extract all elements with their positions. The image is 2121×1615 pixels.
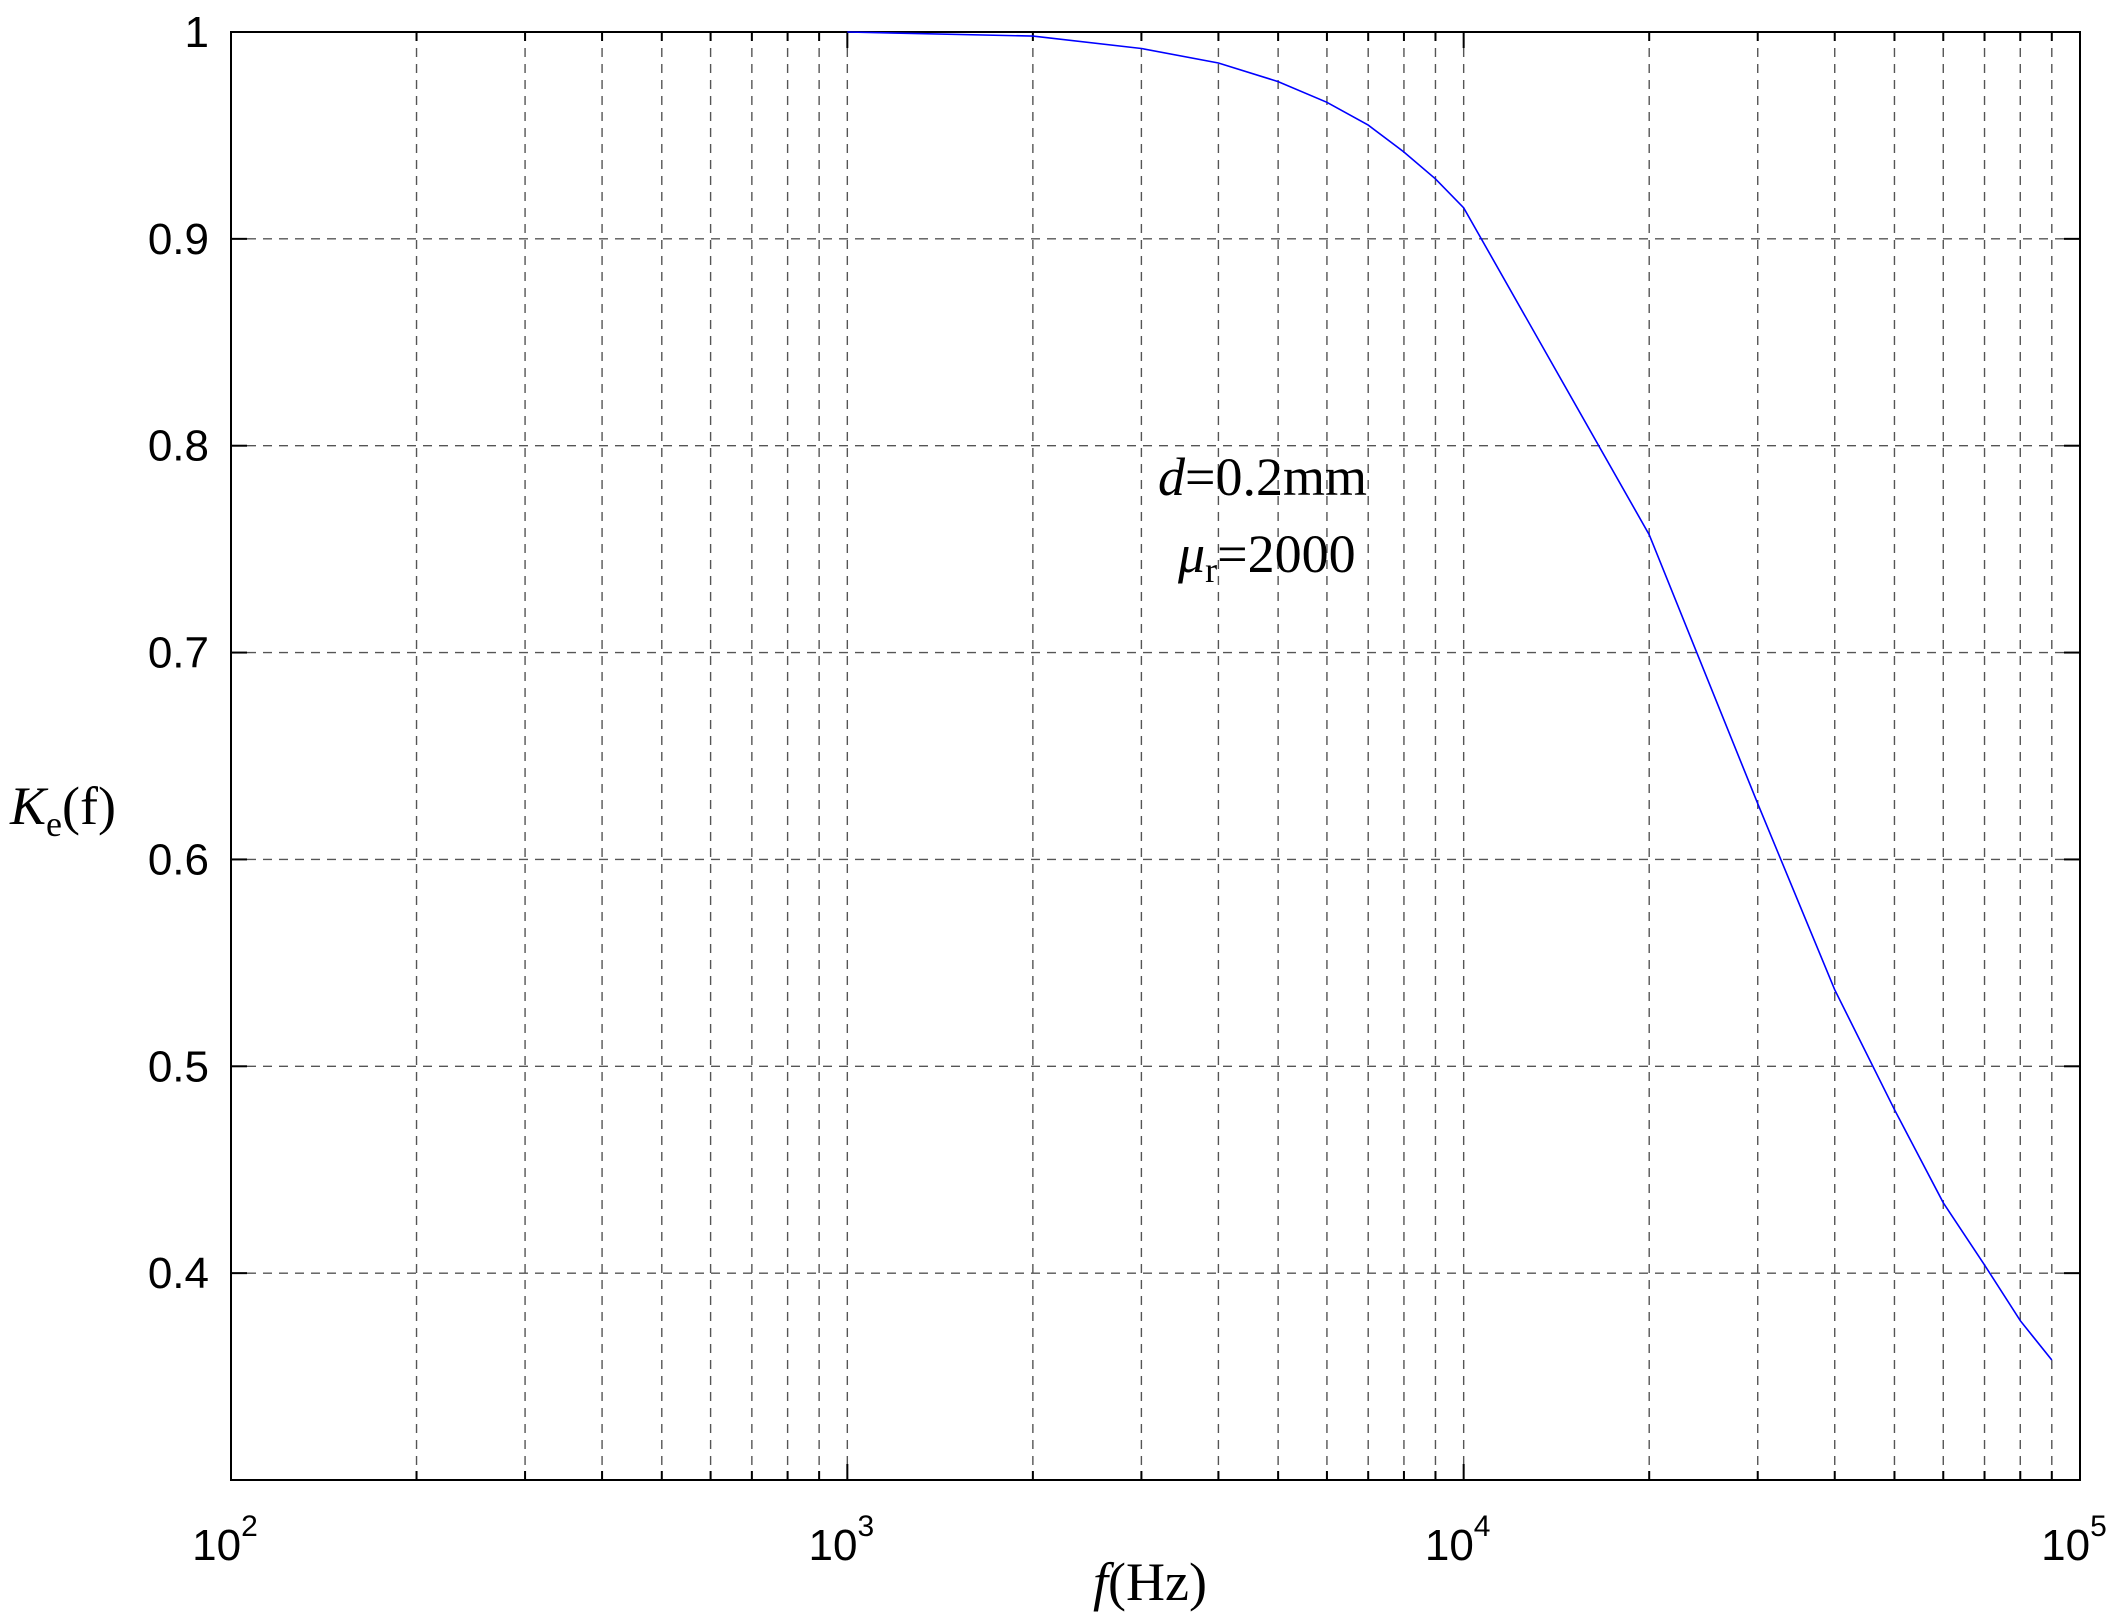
grid-lines: [231, 32, 2080, 1480]
annotation-permeability-main: μ: [1177, 524, 1205, 584]
annotation-permeability-rest: =2000: [1217, 524, 1355, 584]
x-tick-label: 105: [2041, 1510, 2107, 1570]
y-tick-labels: 0.4 0.5 0.6 0.7 0.8 0.9 1: [148, 8, 209, 1298]
x-tick-label: 103: [809, 1510, 875, 1570]
annotation-thickness-rest: =0.2mm: [1185, 447, 1367, 507]
y-tick-label: 0.4: [148, 1249, 209, 1298]
y-axis-label-main: K: [9, 776, 49, 836]
y-tick-label: 0.7: [148, 629, 209, 678]
x-axis-label: f(Hz): [1093, 1552, 1207, 1612]
y-tick-label: 0.8: [148, 422, 209, 471]
plot-frame: [230, 31, 2081, 1481]
x-tick-label: 104: [1425, 1510, 1491, 1570]
annotation-thickness-main: d: [1158, 447, 1186, 507]
series-line-0: [847, 31, 2053, 1361]
y-tick-label: 0.5: [148, 1042, 209, 1091]
x-tick-labels: 102 103 104 105: [192, 1510, 2107, 1570]
series-layer: [847, 31, 2053, 1361]
y-tick-label: 1: [185, 8, 209, 57]
y-tick-label: 0.6: [148, 835, 209, 884]
annotation-thickness: d=0.2mm: [1158, 447, 1367, 507]
x-tick-label: 102: [192, 1510, 258, 1570]
x-axis-label-rest: (Hz): [1108, 1552, 1207, 1612]
annotation-permeability: μr=2000: [1177, 524, 1356, 590]
annotation-permeability-sub: r: [1205, 550, 1217, 590]
y-axis-label-sub: e: [46, 804, 62, 844]
y-tick-label: 0.9: [148, 215, 209, 264]
y-axis-label-rest: (f): [62, 776, 116, 836]
y-axis-label: Ke(f): [9, 776, 116, 844]
